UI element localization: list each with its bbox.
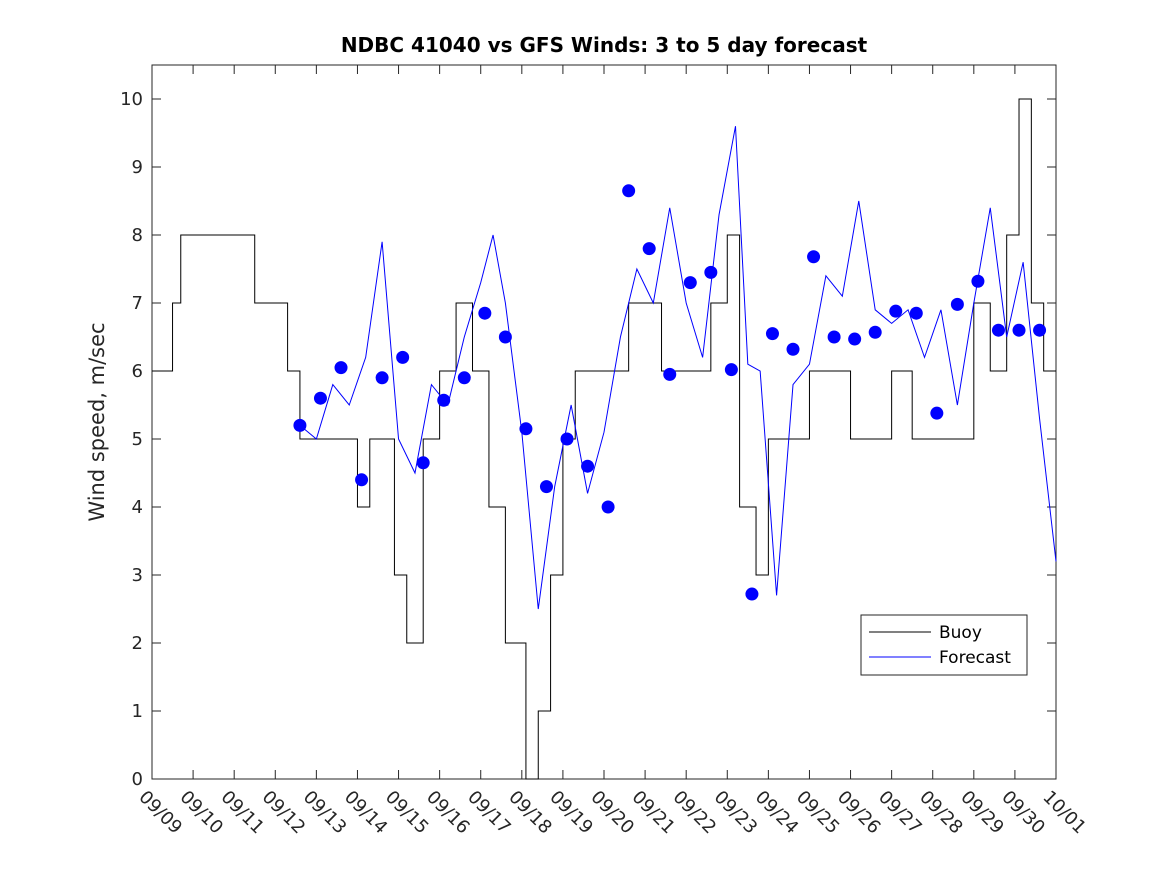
chart-title: NDBC 41040 vs GFS Winds: 3 to 5 day fore… — [341, 33, 868, 57]
y-tick-label: 6 — [132, 361, 143, 382]
y-tick-label: 9 — [132, 157, 143, 178]
verification-point — [1012, 323, 1026, 337]
axis-ticks — [151, 65, 1057, 780]
verification-point — [807, 250, 821, 264]
forecast-series-line — [299, 126, 1057, 610]
verification-point — [498, 330, 512, 344]
verification-point — [991, 323, 1005, 337]
verification-point — [663, 367, 677, 381]
y-tick-label: 2 — [132, 633, 143, 654]
verification-point — [745, 587, 759, 601]
verification-point — [909, 306, 923, 320]
verification-point — [704, 265, 718, 279]
y-tick-label: 5 — [132, 429, 143, 450]
legend-box — [860, 614, 1028, 676]
verification-point — [375, 371, 389, 385]
verification-point — [581, 459, 595, 473]
verification-point — [396, 350, 410, 364]
verification-point — [560, 432, 574, 446]
verification-point — [416, 456, 430, 470]
verification-point — [642, 242, 656, 256]
verification-point — [293, 418, 307, 432]
y-tick-label: 3 — [132, 565, 143, 586]
y-axis-label: Wind speed, m/sec — [85, 322, 109, 521]
buoy-series-line — [152, 98, 1056, 780]
verification-point — [950, 297, 964, 311]
y-tick-labels: 0 1 2 3 4 5 6 7 8 9 10 — [120, 89, 143, 790]
verification-point — [478, 306, 492, 320]
legend: Buoy Forecast — [860, 614, 1028, 676]
verification-point — [786, 342, 800, 356]
verification-point — [313, 391, 327, 405]
verification-point — [971, 274, 985, 288]
verification-point — [724, 363, 738, 377]
verification-point — [437, 393, 451, 407]
verification-point — [1033, 323, 1047, 337]
y-tick-label: 8 — [132, 225, 143, 246]
verification-point — [519, 422, 533, 436]
legend-forecast-label: Forecast — [939, 648, 1011, 668]
y-tick-label: 1 — [132, 701, 143, 722]
legend-buoy-label: Buoy — [939, 623, 982, 643]
verification-point — [765, 327, 779, 341]
verification-point — [334, 361, 348, 375]
verification-point — [868, 325, 882, 339]
verification-point — [355, 473, 369, 487]
y-tick-label: 7 — [132, 293, 143, 314]
verification-point — [930, 406, 944, 420]
y-tick-label: 4 — [132, 497, 143, 518]
verification-point — [848, 332, 862, 346]
y-tick-label: 10 — [120, 89, 143, 110]
verification-point — [601, 500, 615, 514]
series-group — [152, 98, 1057, 780]
verification-point — [683, 276, 697, 290]
verification-point — [622, 184, 636, 198]
verification-point — [827, 330, 841, 344]
verification-point — [457, 371, 471, 385]
y-tick-label: 0 — [132, 769, 143, 790]
verification-point — [539, 480, 553, 494]
verification-point — [889, 304, 903, 318]
